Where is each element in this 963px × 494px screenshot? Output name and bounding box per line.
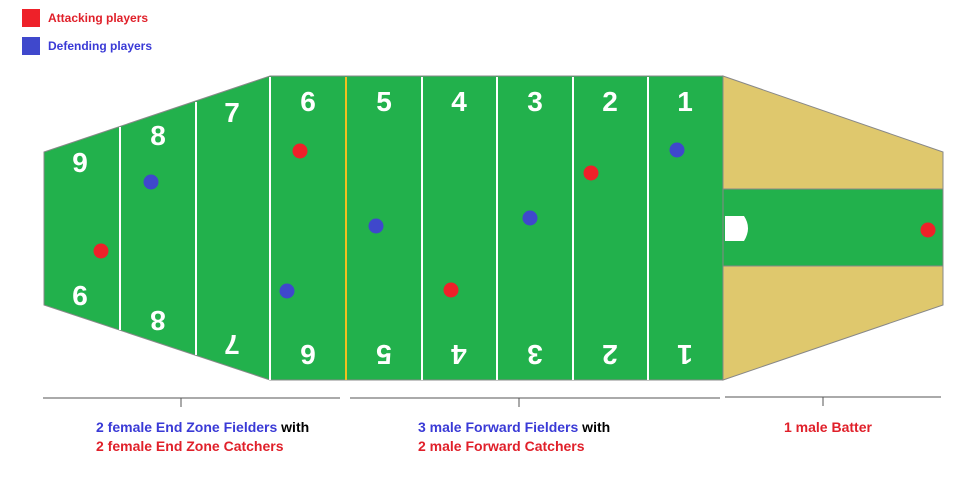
attacking-player: [583, 165, 599, 181]
defending-player: [279, 283, 295, 299]
caption-forward: 3 male Forward Fielders with 2 male Forw…: [418, 418, 610, 456]
legend-label-attacking: Attacking players: [48, 11, 149, 25]
legend-item-attacking: Attacking players: [22, 9, 148, 27]
caption-end-zone-fielders: 2 female End Zone Fielders: [96, 419, 278, 435]
caption-end-zone: 2 female End Zone Fielders with 2 female…: [96, 418, 309, 456]
zone-number-top-1: 1: [677, 86, 693, 117]
defending-swatch-icon: [22, 37, 40, 55]
caption-end-zone-with: with: [277, 419, 310, 435]
defending-player: [669, 142, 685, 158]
section-brackets: [43, 396, 941, 407]
playing-field: [43, 75, 724, 381]
attacking-player: [443, 282, 459, 298]
zone-lines: [119, 77, 649, 380]
zone-number-top-9: 9: [72, 147, 88, 178]
defending-player: [522, 210, 538, 226]
caption-batter-text: 1 male Batter: [784, 419, 872, 435]
zone-number-top-7: 7: [224, 97, 240, 128]
caption-end-zone-catchers: 2 female End Zone Catchers: [96, 438, 284, 454]
caption-forward-with: with: [578, 419, 611, 435]
attacking-player: [292, 143, 308, 159]
zone-number-bottom-2: 2: [602, 339, 618, 370]
legend-label-defending: Defending players: [48, 39, 153, 53]
zone-number-top-3: 3: [527, 86, 543, 117]
caption-forward-fielders: 3 male Forward Fielders: [418, 419, 579, 435]
home-plate-icon: [725, 216, 748, 241]
zone-number-bottom-6: 6: [300, 339, 316, 370]
caption-batter: 1 male Batter: [784, 418, 872, 437]
defending-player: [368, 218, 384, 234]
attacking-player: [93, 243, 109, 259]
zone-numbers-top: 9 8 7 6 5 4 3 2 1: [72, 86, 693, 178]
zone-number-top-8: 8: [150, 120, 166, 151]
defending-player: [143, 174, 159, 190]
zone-number-top-2: 2: [602, 86, 618, 117]
zone-numbers-bottom: 9 8 7 6 5 4 3 2 1: [72, 280, 693, 370]
zone-number-top-6: 6: [300, 86, 316, 117]
caption-forward-catchers: 2 male Forward Catchers: [418, 438, 585, 454]
attacking-player-batter: [920, 222, 936, 238]
zone-number-bottom-5: 5: [376, 339, 392, 370]
zone-number-bottom-8: 8: [150, 305, 166, 336]
players: [93, 142, 936, 299]
zone-number-top-5: 5: [376, 86, 392, 117]
zone-number-bottom-4: 4: [451, 339, 467, 370]
legend-item-defending: Defending players: [22, 37, 152, 55]
zone-number-top-4: 4: [451, 86, 467, 117]
zone-number-bottom-9: 9: [72, 280, 88, 311]
batting-lane: [722, 188, 944, 267]
attacking-swatch-icon: [22, 9, 40, 27]
zone-number-bottom-7: 7: [224, 329, 240, 360]
zone-number-bottom-3: 3: [527, 339, 543, 370]
zone-number-bottom-1: 1: [677, 339, 693, 370]
